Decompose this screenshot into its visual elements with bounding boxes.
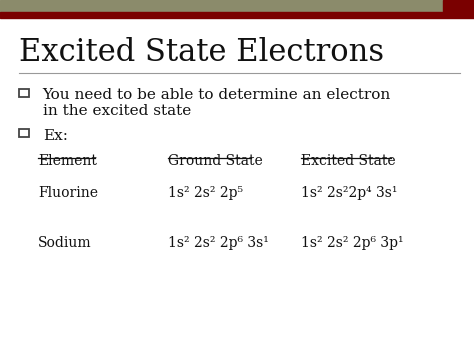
Text: Ex:: Ex: <box>43 129 68 142</box>
Text: Element: Element <box>38 154 97 168</box>
Bar <box>0 0 443 12</box>
Text: You need to be able to determine an electron: You need to be able to determine an elec… <box>43 88 391 102</box>
Text: Ground State: Ground State <box>168 154 263 168</box>
Text: 1s² 2s² 2p⁶ 3p¹: 1s² 2s² 2p⁶ 3p¹ <box>301 236 403 250</box>
Text: 1s² 2s² 2p⁶ 3s¹: 1s² 2s² 2p⁶ 3s¹ <box>168 236 269 250</box>
Text: Excited State Electrons: Excited State Electrons <box>19 37 384 68</box>
Bar <box>443 0 474 12</box>
Text: Fluorine: Fluorine <box>38 186 98 200</box>
Bar <box>19 129 29 137</box>
Bar <box>0 12 474 18</box>
Text: in the excited state: in the excited state <box>43 104 191 118</box>
Bar <box>19 89 29 97</box>
Text: Sodium: Sodium <box>38 236 91 250</box>
Text: Excited State: Excited State <box>301 154 396 168</box>
Text: 1s² 2s² 2p⁵: 1s² 2s² 2p⁵ <box>168 186 243 200</box>
Text: 1s² 2s²2p⁴ 3s¹: 1s² 2s²2p⁴ 3s¹ <box>301 186 397 200</box>
